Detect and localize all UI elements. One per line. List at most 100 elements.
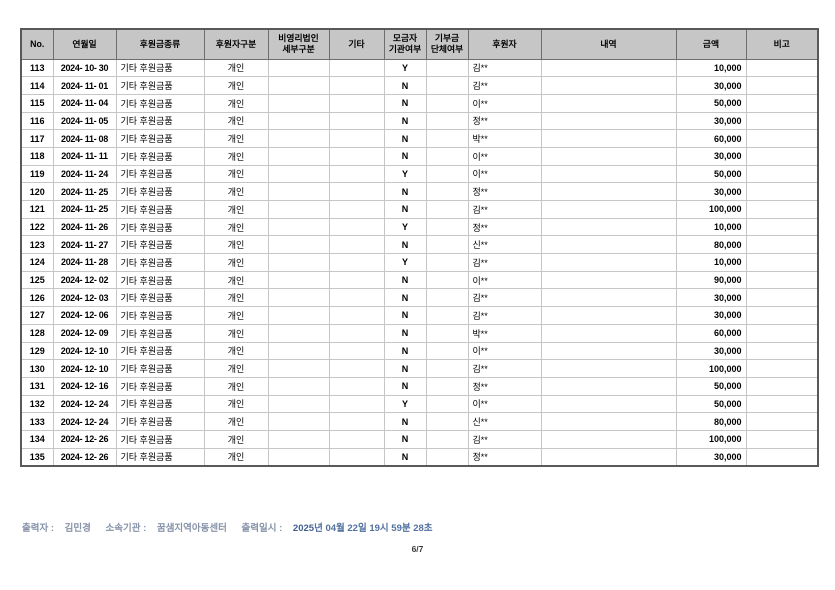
cell-no: 126 <box>20 288 54 308</box>
cell-fundraiser-org-yn: N <box>383 447 427 467</box>
table-row: 135 2024- 12- 26 기타 후원금품 개인 N 정** 30,000 <box>20 447 819 467</box>
cell-donation-type: 기타 후원금품 <box>115 200 205 219</box>
cell-donation-type: 기타 후원금품 <box>115 182 205 201</box>
cell-donation-group-yn <box>425 58 469 78</box>
table-row: 126 2024- 12- 03 기타 후원금품 개인 N 김** 30,000 <box>20 288 819 308</box>
cell-donor: 이** <box>467 146 542 166</box>
cell-date: 2024- 11- 05 <box>52 111 117 131</box>
cell-donor-class: 개인 <box>203 429 269 449</box>
cell-description <box>540 270 677 290</box>
cell-donor-class: 개인 <box>203 129 269 148</box>
cell-donation-group-yn <box>425 270 469 290</box>
table-row: 134 2024- 12- 26 기타 후원금품 개인 N 김** 100,000 <box>20 429 819 449</box>
cell-donation-type: 기타 후원금품 <box>115 217 205 237</box>
cell-amount: 30,000 <box>675 146 747 166</box>
cell-description <box>540 288 677 308</box>
cell-no: 130 <box>20 359 54 378</box>
table-row: 133 2024- 12- 24 기타 후원금품 개인 N 신** 80,000 <box>20 412 819 431</box>
cell-date: 2024- 12- 02 <box>52 270 117 290</box>
cell-donor: 김** <box>467 200 542 219</box>
printed-at-year: 2025 <box>292 523 315 534</box>
cell-fundraiser-org-yn: Y <box>383 394 427 414</box>
cell-note <box>745 146 819 166</box>
cell-note <box>745 93 819 113</box>
cell-etc <box>328 306 385 325</box>
cell-donor-class: 개인 <box>203 164 269 184</box>
cell-donation-type: 기타 후원금품 <box>115 93 205 113</box>
cell-donor: 신** <box>467 412 542 431</box>
cell-donor: 정** <box>467 182 542 201</box>
cell-fundraiser-org-yn: N <box>383 270 427 290</box>
cell-etc <box>328 235 385 255</box>
cell-date: 2024- 12- 09 <box>52 323 117 343</box>
cell-donation-group-yn <box>425 288 469 308</box>
cell-donor-class: 개인 <box>203 394 269 414</box>
cell-donation-type: 기타 후원금품 <box>115 253 205 272</box>
cell-description <box>540 217 677 237</box>
cell-note <box>745 253 819 272</box>
col-header-etc: 기타 <box>328 28 385 60</box>
table-row: 116 2024- 11- 05 기타 후원금품 개인 N 정** 30,000 <box>20 111 819 131</box>
cell-etc <box>328 376 385 396</box>
cell-note <box>745 58 819 78</box>
cell-donor: 이** <box>467 394 542 414</box>
cell-donation-type: 기타 후원금품 <box>115 429 205 449</box>
cell-donor-class: 개인 <box>203 359 269 378</box>
cell-note <box>745 288 819 308</box>
cell-amount: 60,000 <box>675 129 747 148</box>
cell-description <box>540 323 677 343</box>
cell-description <box>540 359 677 378</box>
org-label: 소속기관 : <box>105 523 147 534</box>
cell-donor: 이** <box>467 270 542 290</box>
cell-donation-type: 기타 후원금품 <box>115 359 205 378</box>
cell-no: 127 <box>20 306 54 325</box>
table-row: 124 2024- 11- 28 기타 후원금품 개인 Y 김** 10,000 <box>20 253 819 272</box>
cell-etc <box>328 394 385 414</box>
cell-nonprofit-detail <box>267 394 330 414</box>
cell-donor-class: 개인 <box>203 200 269 219</box>
page-number: 6/7 <box>411 544 424 554</box>
cell-description <box>540 129 677 148</box>
cell-no: 114 <box>20 76 54 95</box>
cell-nonprofit-detail <box>267 253 330 272</box>
cell-no: 119 <box>20 164 54 184</box>
cell-donation-group-yn <box>425 146 469 166</box>
table-row: 125 2024- 12- 02 기타 후원금품 개인 N 이** 90,000 <box>20 270 819 290</box>
col-header-nonprofit-detail: 비영리법인 세부구분 <box>267 28 330 60</box>
cell-amount: 50,000 <box>675 394 747 414</box>
cell-etc <box>328 164 385 184</box>
col-header-description: 내역 <box>540 28 677 60</box>
cell-nonprofit-detail <box>267 306 330 325</box>
cell-description <box>540 253 677 272</box>
cell-nonprofit-detail <box>267 146 330 166</box>
cell-description <box>540 376 677 396</box>
cell-amount: 50,000 <box>675 376 747 396</box>
cell-date: 2024- 11- 11 <box>52 146 117 166</box>
cell-etc <box>328 182 385 201</box>
cell-donor: 정** <box>467 111 542 131</box>
cell-donation-type: 기타 후원금품 <box>115 323 205 343</box>
cell-note <box>745 394 819 414</box>
cell-etc <box>328 359 385 378</box>
cell-amount: 100,000 <box>675 200 747 219</box>
cell-donation-group-yn <box>425 111 469 131</box>
cell-donation-group-yn <box>425 341 469 361</box>
cell-description <box>540 341 677 361</box>
cell-note <box>745 341 819 361</box>
cell-etc <box>328 412 385 431</box>
printed-at-label: 출력일시 : <box>241 523 283 534</box>
cell-date: 2024- 11- 04 <box>52 93 117 113</box>
cell-donor: 김** <box>467 306 542 325</box>
donation-table: No. 연월일 후원금종류 후원자구분 비영리법인 세부구분 기타 모금자 기관여부 기부금 … <box>20 28 819 467</box>
cell-fundraiser-org-yn: N <box>383 288 427 308</box>
cell-nonprofit-detail <box>267 376 330 396</box>
col-header-fundraiser-org-yn: 모금자 기관여부 <box>383 28 427 60</box>
table-row: 131 2024- 12- 16 기타 후원금품 개인 N 정** 50,000 <box>20 376 819 396</box>
col-header-amount: 금액 <box>675 28 747 60</box>
cell-date: 2024- 12- 26 <box>52 429 117 449</box>
cell-nonprofit-detail <box>267 412 330 431</box>
cell-donation-group-yn <box>425 200 469 219</box>
cell-donation-group-yn <box>425 235 469 255</box>
cell-donation-group-yn <box>425 447 469 467</box>
cell-no: 129 <box>20 341 54 361</box>
